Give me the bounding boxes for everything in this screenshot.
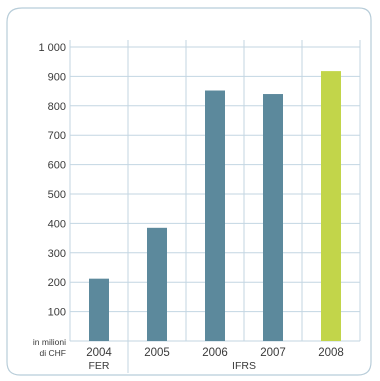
- x-tick-label: 2004: [86, 347, 112, 359]
- bar-2004: [89, 278, 109, 341]
- y-tick-label: 500: [48, 189, 66, 201]
- bar-2006: [205, 90, 225, 342]
- bar-2005: [147, 227, 167, 341]
- y-tick-label: 600: [48, 160, 66, 172]
- bar-2007: [263, 94, 283, 341]
- x-tick-label: 2007: [260, 347, 286, 359]
- x-axis-groups: FER IFRS: [89, 341, 256, 373]
- bar-2008: [321, 71, 341, 341]
- card-frame: [6, 7, 372, 376]
- group-label-1: IFRS: [232, 360, 256, 372]
- x-tick-label: 2008: [318, 347, 344, 359]
- y-tick-label: 800: [48, 101, 66, 113]
- y-tick-label: 200: [48, 277, 66, 289]
- unit-label-line2: di CHF: [40, 348, 66, 358]
- unit-label-line1: in milioni: [33, 337, 66, 347]
- y-tick-label: 700: [48, 130, 66, 142]
- y-tick-label: 300: [48, 248, 66, 260]
- y-tick-label: 100: [48, 307, 66, 319]
- y-axis-ticks: 100 200 300 400 500 600 700 800 900 1 000: [38, 42, 66, 319]
- x-tick-label: 2006: [202, 347, 228, 359]
- group-label-0: FER: [89, 360, 110, 372]
- bars: [89, 71, 341, 342]
- y-tick-label: 400: [48, 218, 66, 230]
- x-tick-label: 2005: [144, 347, 170, 359]
- y-tick-label: 900: [48, 71, 66, 83]
- y-tick-label: 1 000: [38, 42, 66, 54]
- x-axis-ticks: 2004 2005 2006 2007 2008: [86, 347, 344, 359]
